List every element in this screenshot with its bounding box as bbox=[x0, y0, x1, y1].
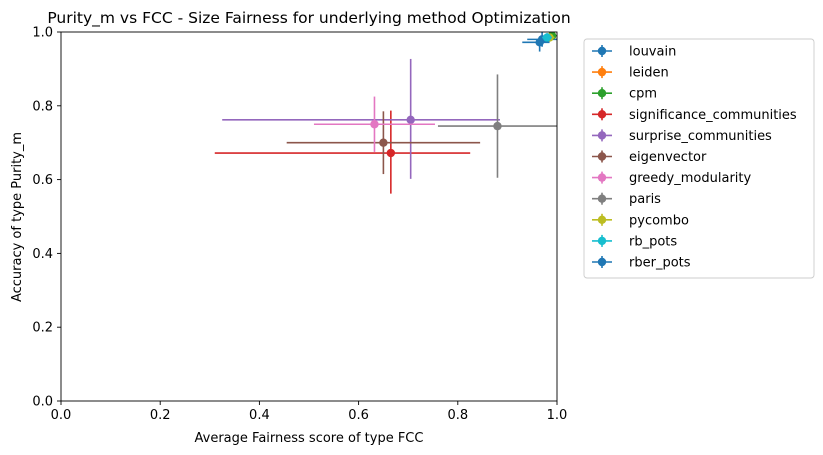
legend-label: rb_pots bbox=[629, 234, 677, 249]
legend-marker-dot bbox=[597, 173, 607, 182]
legend-marker-dot bbox=[597, 46, 607, 56]
legend-item: rb_pots bbox=[592, 234, 677, 249]
legend-label: greedy_modularity bbox=[629, 171, 751, 186]
legend: louvain leiden cpm significance_communities… bbox=[583, 38, 815, 279]
legend-label: surprise_communities bbox=[629, 129, 772, 144]
legend-label: louvain bbox=[629, 45, 676, 60]
y-tick-label: 0.0 bbox=[32, 395, 53, 410]
plot-area bbox=[60, 31, 558, 402]
series-eigenvector bbox=[286, 111, 481, 175]
legend-item: greedy_modularity bbox=[592, 171, 751, 186]
legend-item: leiden bbox=[592, 66, 669, 81]
x-axis-label: Average Fairness score of type FCC bbox=[195, 431, 424, 446]
data-point bbox=[379, 138, 388, 147]
data-point bbox=[406, 115, 415, 125]
legend-item: cpm bbox=[592, 87, 657, 102]
legend-marker-dot bbox=[597, 194, 607, 203]
legend-item: surprise_communities bbox=[592, 129, 772, 144]
data-point bbox=[386, 148, 396, 158]
series-greedy-modularity bbox=[313, 96, 435, 152]
y-tick-label: 0.4 bbox=[32, 247, 53, 262]
legend-item: rber_pots bbox=[592, 256, 691, 271]
legend-label: paris bbox=[629, 192, 661, 207]
y-tick-label: 0.2 bbox=[32, 321, 53, 336]
y-tick-label: 0.8 bbox=[32, 99, 53, 114]
legend-item: louvain bbox=[592, 45, 676, 60]
series-rber-pots bbox=[522, 36, 550, 52]
legend-marker-dot bbox=[597, 236, 607, 246]
legend-marker-dot bbox=[597, 89, 607, 98]
series-surprise-communities bbox=[222, 58, 500, 179]
plot-frame bbox=[60, 31, 558, 402]
x-tick-label: 0.4 bbox=[249, 408, 270, 423]
data-point bbox=[493, 121, 502, 131]
legend-label: significance_communities bbox=[629, 108, 797, 123]
legend-item: eigenvector bbox=[592, 150, 707, 165]
y-tick-label: 0.6 bbox=[32, 173, 53, 188]
legend-item: paris bbox=[592, 192, 661, 207]
x-tick-label: 0.0 bbox=[51, 408, 72, 423]
legend-marker-dot bbox=[597, 257, 607, 267]
legend-label: cpm bbox=[629, 87, 657, 102]
legend-label: pycombo bbox=[629, 213, 689, 228]
legend-label: eigenvector bbox=[629, 150, 707, 165]
data-point bbox=[370, 120, 379, 129]
y-axis-label: Accuracy of type Purity_m bbox=[10, 132, 25, 302]
legend-marker-dot bbox=[597, 152, 607, 161]
chart-title: Purity_m vs FCC - Size Fairness for unde… bbox=[47, 9, 570, 28]
legend-marker-dot bbox=[597, 131, 607, 140]
series-rb-pots bbox=[542, 33, 553, 42]
x-tick-label: 0.2 bbox=[150, 408, 171, 423]
x-tick-label: 0.8 bbox=[447, 408, 468, 423]
data-point bbox=[542, 33, 552, 42]
x-tick-label: 1.0 bbox=[547, 408, 568, 423]
legend-marker-dot bbox=[597, 110, 607, 119]
x-tick-label: 0.6 bbox=[348, 408, 369, 423]
series-significance-communities bbox=[214, 110, 471, 194]
legend-label: leiden bbox=[629, 66, 669, 81]
data-points bbox=[214, 32, 557, 194]
data-point bbox=[535, 38, 544, 47]
legend-marker-dot bbox=[597, 215, 607, 224]
series-paris bbox=[437, 74, 557, 178]
y-tick-label: 1.0 bbox=[32, 26, 53, 41]
legend-label: rber_pots bbox=[629, 256, 691, 271]
legend-box bbox=[583, 38, 815, 279]
legend-item: significance_communities bbox=[592, 108, 797, 123]
y-axis-ticks: 0.0 0.2 0.4 0.6 0.8 1.0 bbox=[32, 26, 61, 410]
x-axis-ticks: 0.0 0.2 0.4 0.6 0.8 1.0 bbox=[51, 401, 568, 423]
legend-item: pycombo bbox=[592, 213, 689, 228]
legend-marker-dot bbox=[597, 67, 607, 77]
